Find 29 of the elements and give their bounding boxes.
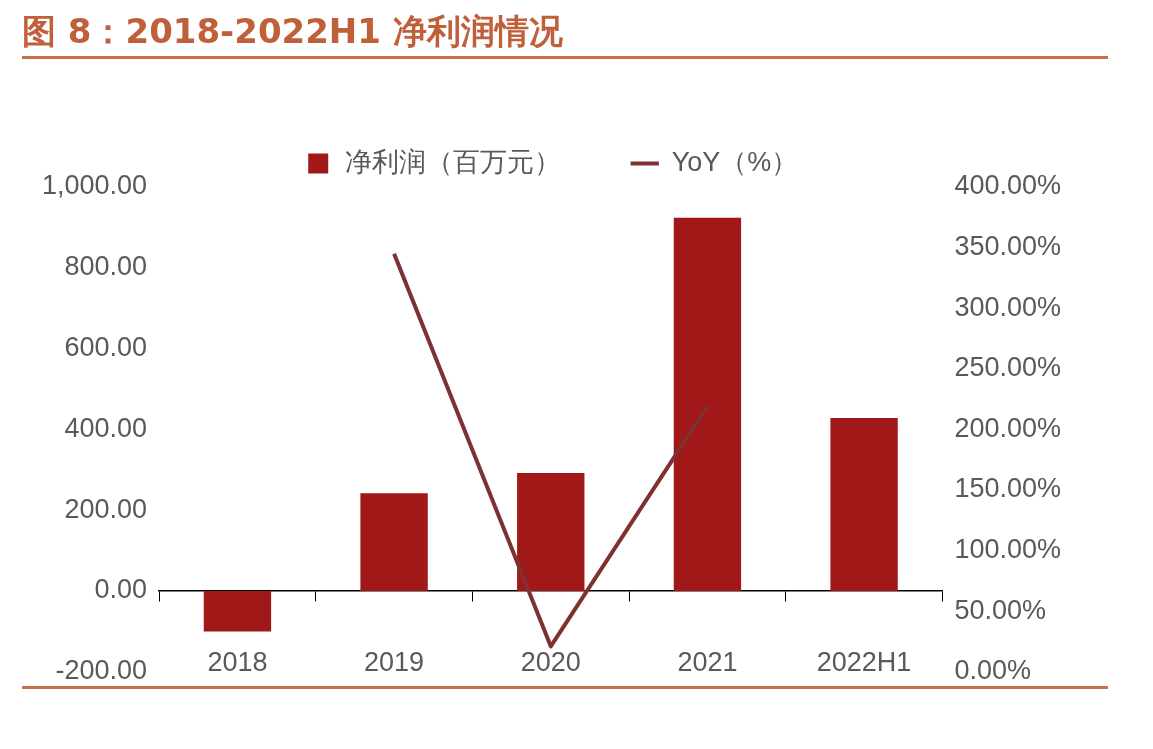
y2-tick-label: 300.00% [954, 291, 1061, 322]
bar [830, 418, 898, 591]
x-tick-label: 2019 [364, 646, 425, 677]
y2-tick-label: 100.00% [954, 534, 1061, 565]
y-tick-label: 800.00 [64, 251, 148, 282]
y2-tick-label: 50.00% [954, 594, 1046, 625]
y-tick-label: 400.00 [64, 412, 148, 443]
y-tick-label: -200.00 [55, 655, 148, 686]
x-tick-label: 2018 [207, 646, 268, 677]
y2-tick-label: 350.00% [954, 231, 1061, 262]
bar [673, 217, 742, 591]
y2-tick-label: 150.00% [954, 473, 1061, 504]
chart-title: 图 8：2018-2022H1 净利润情况 [22, 6, 1108, 59]
y2-tick-label: 400.00% [954, 170, 1061, 201]
y-tick-label: 200.00 [64, 493, 148, 524]
y2-tick-label: 200.00% [954, 412, 1061, 443]
x-tick-label: 2022H1 [816, 646, 912, 677]
y-tick-label: 600.00 [64, 332, 148, 363]
y2-tick-label: 250.00% [954, 352, 1061, 383]
y2-tick-label: 0.00% [954, 655, 1031, 686]
x-tick-label: 2021 [677, 646, 738, 677]
bar [203, 591, 272, 632]
y-tick-label: 0.00 [94, 574, 148, 605]
x-tick-label: 2020 [520, 646, 581, 677]
bar [517, 473, 585, 591]
y-tick-label: 1,000.00 [41, 170, 148, 201]
bar [360, 493, 428, 591]
legend-label: 净利润（百万元） [345, 146, 562, 177]
legend-label: YoY（%） [671, 146, 799, 177]
